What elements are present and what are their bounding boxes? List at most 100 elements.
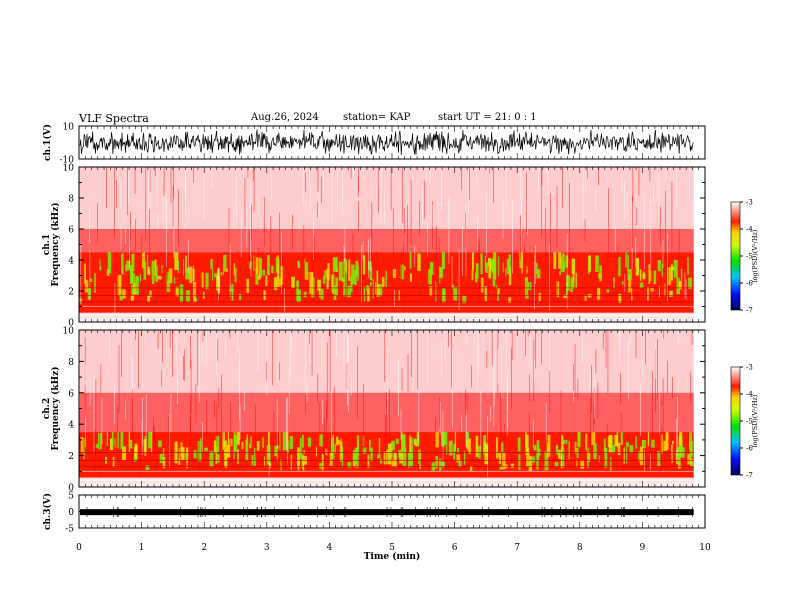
spectrogram-activity-patch [323,275,326,284]
ch1-y-axis-label: ch.1(V) [42,124,53,161]
spectrogram-activity-patch [555,444,559,455]
spectrogram-activity-patch [205,272,209,290]
spectrogram-activity-patch [343,274,347,297]
spectrogram-activity-patch [618,257,621,277]
spectrogram-activity-patch [263,290,266,301]
spectrogram-activity-patch [453,286,458,301]
spectrogram-activity-patch [439,267,443,279]
spectrogram-activity-patch [435,281,437,302]
spectrogram-activity-patch [635,258,640,276]
spectrogram-mid-band [79,392,705,433]
spectrogram-activity-patch [215,445,217,465]
spectrogram-activity-patch [201,272,204,288]
spectrogram-activity-patch [151,260,155,280]
colorbar-tick-label: -7 [746,307,753,315]
spectrogram-activity-patch [336,436,339,446]
spectrogram-activity-patch [95,443,99,448]
spectrogram-activity-patch [670,264,673,281]
spectrogram-activity-patch [354,447,359,468]
spectrogram-activity-patch [368,440,371,446]
spectrogram-activity-patch [623,447,625,465]
spectrogram-activity-patch [480,277,484,293]
spectrogram-activity-patch [475,435,479,457]
spectrogram-activity-patch [665,432,669,450]
spectrogram-activity-patch [301,453,303,469]
spectrogram-activity-patch [334,257,338,272]
y-tick-label: 2 [68,288,74,298]
spectrogram-activity-patch [355,260,359,277]
spectrogram-activity-patch [399,452,404,464]
spectrogram-activity-patch [457,448,460,453]
spectrogram-activity-patch [362,447,367,454]
spectrogram-activity-patch [192,268,195,281]
spectrogram-activity-patch [576,447,579,458]
spectrogram-activity-patch [595,255,599,273]
spectrogram-activity-patch [627,254,629,272]
spectrogram-no-data [693,330,705,487]
spectrogram-activity-patch [186,290,190,302]
spectrogram-activity-patch [535,262,538,274]
spectrogram-activity-patch [608,435,613,454]
spectrogram-activity-patch [229,438,233,447]
spectrogram-activity-patch [487,258,492,279]
spectrogram-activity-patch [94,273,96,293]
spectrogram-activity-patch [617,442,621,456]
spectrogram-activity-patch [377,454,381,459]
spectrogram-activity-patch [277,445,279,450]
spectrogram-activity-patch [597,287,601,300]
spectrogram-activity-patch [147,295,151,303]
spectrogram-activity-patch [404,266,406,271]
spectrogram-activity-patch [494,267,497,280]
spectrogram-activity-patch [650,287,654,292]
spectrogram-activity-patch [429,286,433,297]
spectrogram-activity-patch [180,447,185,461]
spectrogram-activity-patch [166,272,171,293]
spectrogram-activity-patch [329,452,333,466]
spectrogram-activity-patch [429,262,434,276]
y-tick-label: -10 [60,156,75,166]
y-tick-label: 5 [68,492,74,502]
spectrogram-activity-patch [241,441,244,450]
colorbar-tick-label: -3 [746,364,753,372]
spectrogram-activity-patch [174,252,179,270]
spectrogram-activity-patch [410,273,412,282]
spectrogram-activity-patch [438,458,442,472]
spectrogram-activity-patch [112,456,115,468]
spectrogram-activity-patch [246,278,250,293]
spectrogram-activity-patch [193,281,196,303]
spectrogram-activity-patch [651,439,655,448]
colorbar-label: log(PSD)(V²/Hz) [751,394,759,447]
spectrogram-activity-patch [216,454,220,463]
spectrogram-activity-patch [143,439,147,453]
spectrogram-activity-patch [132,283,137,295]
spectrogram-activity-patch [625,252,627,268]
spectrogram-activity-patch [587,447,589,468]
spectrogram-activity-patch [84,280,89,293]
spectrogram-activity-patch [246,433,248,445]
spectrogram-activity-patch [518,454,521,470]
spectrogram-activity-patch [661,263,663,277]
spectrogram-activity-patch [319,434,323,447]
spectrogram-activity-patch [571,258,576,274]
spectrogram-activity-patch [657,260,661,272]
spectrogram-upper-band [79,167,705,229]
spectrogram-activity-patch [214,273,218,278]
spectrogram-activity-patch [519,252,523,268]
spectrogram-activity-patch [107,252,112,274]
spectrogram-activity-patch [622,281,624,285]
y-tick-label: 8 [68,358,74,368]
spectrogram-activity-patch [391,459,395,467]
spectrogram-activity-patch [331,438,335,459]
spectrogram-activity-patch [317,279,321,291]
spectrogram-activity-patch [255,267,259,285]
spectrogram-activity-patch [536,440,540,461]
spectrogram-activity-patch [475,263,479,279]
spectrogram-activity-patch [175,286,179,297]
spectrogram-activity-patch [131,285,134,295]
spectrogram-activity-patch [392,269,397,278]
spectrogram-activity-patch [275,257,279,273]
spectrogram-activity-patch [321,454,324,471]
y-axis-label-frequency: Frequency (kHz) [50,366,61,450]
